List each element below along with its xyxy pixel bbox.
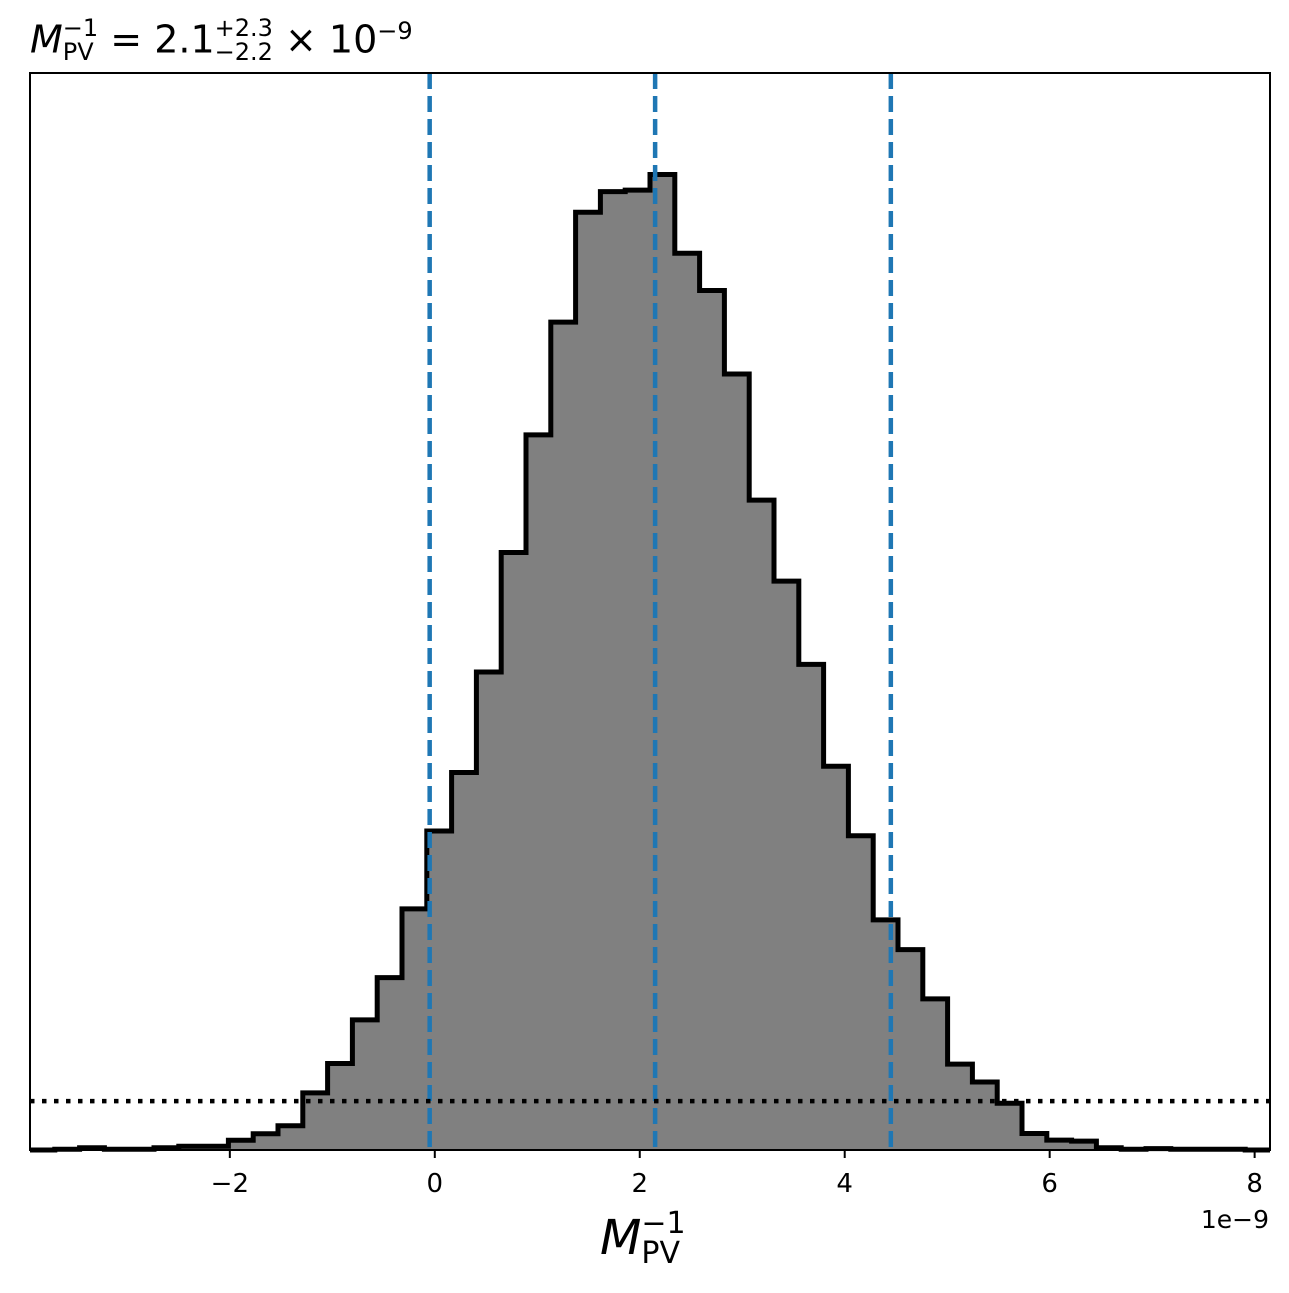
x-axis-label: M −1 PV: [600, 1208, 686, 1271]
histogram-bar: [798, 664, 825, 1150]
histogram-bar: [997, 1103, 1023, 1150]
histogram-bar: [377, 977, 403, 1150]
x-tick-label: 4: [836, 1169, 853, 1199]
histogram-outline: [30, 172, 1270, 1153]
histogram-bar: [476, 671, 502, 1150]
histogram-bar: [278, 1125, 304, 1150]
title-sup: −1: [62, 14, 99, 43]
histogram-bar: [451, 772, 477, 1150]
histogram-bar: [898, 949, 924, 1150]
histogram-bar: [402, 908, 428, 1150]
histogram-bar: [1046, 1140, 1073, 1150]
histogram-bar: [1022, 1133, 1048, 1150]
chart-title: M −1 PV = 2.1 +2.3 −2.2 × 10−9: [30, 6, 413, 66]
xlabel-sub: PV: [641, 1236, 681, 1271]
histogram-bar: [625, 190, 651, 1150]
histogram-bar: [873, 919, 899, 1150]
histogram-bars: [30, 172, 1270, 1153]
histogram-bar: [575, 212, 601, 1150]
histogram-bar: [848, 835, 874, 1150]
histogram-bar: [550, 322, 577, 1150]
x-axis: −2 0 2 4 6 8: [211, 1150, 1263, 1199]
x-tick-label: 0: [427, 1169, 444, 1199]
histogram-bar: [352, 1019, 378, 1150]
plot-area-frame: [29, 72, 1271, 1151]
title-scale-exponent: −9: [377, 17, 413, 45]
histogram-bar: [724, 374, 750, 1150]
histogram-bar: [774, 581, 800, 1150]
x-tick-label: 8: [1246, 1169, 1263, 1199]
x-tick-label: 6: [1041, 1169, 1058, 1199]
histogram-bar: [749, 500, 775, 1151]
title-symbol: M: [30, 17, 63, 62]
reference-lines: [30, 73, 1270, 1150]
histogram-bar: [1071, 1141, 1097, 1150]
histogram-bar: [922, 998, 949, 1150]
histogram-bar: [823, 766, 849, 1150]
title-equals: =: [98, 17, 155, 62]
histogram-bar: [327, 1063, 353, 1150]
title-sub: PV: [62, 38, 94, 67]
histogram-bar: [674, 253, 701, 1150]
x-axis-offset-text: 1e−9: [1200, 1205, 1269, 1234]
histogram-bar: [501, 552, 527, 1150]
title-plus-error: +2.3: [214, 14, 273, 43]
histogram-bar: [699, 290, 725, 1150]
x-tick-label: −2: [211, 1169, 249, 1199]
title-scale: × 10: [272, 17, 378, 62]
histogram-bar: [526, 434, 552, 1151]
histogram-bar: [253, 1133, 279, 1150]
title-minus-error: −2.2: [214, 38, 273, 67]
histogram-bar: [228, 1140, 254, 1150]
histogram-bar: [947, 1064, 973, 1150]
histogram-bar: [600, 191, 626, 1151]
xlabel-symbol: M: [600, 1210, 642, 1266]
title-value: 2.1: [154, 17, 215, 62]
xlabel-sup: −1: [641, 1206, 686, 1241]
histogram-bar: [972, 1081, 998, 1150]
x-tick-label: 2: [631, 1169, 648, 1199]
